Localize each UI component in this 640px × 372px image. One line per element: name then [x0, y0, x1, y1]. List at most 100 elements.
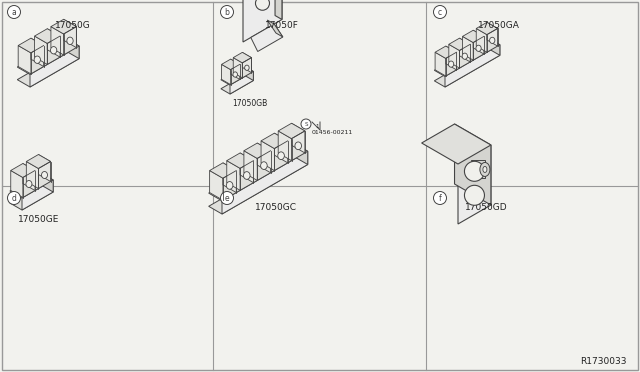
Text: 17050G: 17050G — [55, 21, 91, 30]
Ellipse shape — [233, 72, 237, 77]
Polygon shape — [221, 75, 253, 94]
Polygon shape — [233, 52, 252, 63]
Text: R1730033: R1730033 — [580, 357, 627, 366]
Polygon shape — [278, 131, 292, 161]
Polygon shape — [463, 30, 484, 42]
Ellipse shape — [465, 161, 484, 181]
Circle shape — [301, 119, 311, 129]
Ellipse shape — [26, 180, 32, 187]
Polygon shape — [278, 123, 305, 139]
Polygon shape — [257, 143, 271, 173]
Polygon shape — [268, 20, 283, 37]
Ellipse shape — [490, 37, 495, 44]
Ellipse shape — [462, 53, 467, 59]
Polygon shape — [35, 36, 47, 64]
Text: 17050F: 17050F — [265, 21, 299, 30]
Text: 17050GC: 17050GC — [255, 203, 297, 212]
Polygon shape — [230, 59, 240, 79]
Polygon shape — [261, 133, 288, 148]
Text: d: d — [12, 193, 17, 202]
Polygon shape — [23, 164, 35, 190]
Polygon shape — [275, 133, 288, 163]
Ellipse shape — [476, 45, 481, 51]
Polygon shape — [221, 59, 240, 70]
Polygon shape — [210, 170, 223, 200]
Polygon shape — [210, 163, 236, 178]
Text: 1: 1 — [315, 124, 319, 129]
Polygon shape — [463, 36, 473, 60]
Polygon shape — [22, 180, 53, 210]
Circle shape — [221, 192, 234, 205]
Polygon shape — [445, 45, 500, 87]
Polygon shape — [292, 123, 305, 153]
Ellipse shape — [465, 185, 484, 205]
Polygon shape — [51, 27, 63, 55]
Polygon shape — [243, 0, 282, 42]
Polygon shape — [17, 51, 79, 87]
Polygon shape — [30, 46, 79, 87]
Polygon shape — [244, 66, 253, 80]
Polygon shape — [26, 154, 51, 169]
Polygon shape — [240, 153, 253, 183]
Polygon shape — [460, 38, 470, 62]
Polygon shape — [221, 66, 253, 85]
Text: 17050GB: 17050GB — [232, 99, 268, 108]
Ellipse shape — [483, 166, 487, 173]
Polygon shape — [435, 52, 446, 76]
Text: 17050GA: 17050GA — [478, 21, 520, 30]
Polygon shape — [11, 164, 35, 177]
Polygon shape — [449, 44, 460, 68]
Polygon shape — [489, 39, 500, 55]
Circle shape — [433, 6, 447, 19]
Circle shape — [221, 6, 234, 19]
Ellipse shape — [295, 142, 301, 150]
Polygon shape — [233, 58, 243, 78]
Text: e: e — [225, 193, 229, 202]
Text: 01456-00211: 01456-00211 — [312, 130, 353, 135]
Polygon shape — [454, 124, 491, 205]
Polygon shape — [473, 30, 484, 54]
Polygon shape — [294, 144, 308, 164]
Polygon shape — [10, 185, 53, 210]
Polygon shape — [251, 24, 283, 51]
Ellipse shape — [243, 171, 250, 179]
Polygon shape — [422, 124, 491, 164]
Polygon shape — [209, 144, 308, 201]
Polygon shape — [11, 170, 23, 198]
Text: c: c — [438, 7, 442, 16]
Ellipse shape — [260, 162, 268, 170]
Polygon shape — [63, 19, 76, 48]
Ellipse shape — [278, 152, 284, 160]
Polygon shape — [222, 151, 308, 214]
Polygon shape — [435, 39, 500, 76]
Polygon shape — [31, 38, 44, 67]
Text: a: a — [12, 7, 17, 16]
Ellipse shape — [480, 163, 490, 176]
Polygon shape — [446, 46, 456, 70]
Polygon shape — [47, 29, 60, 57]
Polygon shape — [10, 173, 53, 198]
Ellipse shape — [227, 182, 233, 189]
Ellipse shape — [42, 171, 47, 179]
Circle shape — [433, 192, 447, 205]
Polygon shape — [38, 154, 51, 182]
Polygon shape — [435, 49, 500, 87]
Polygon shape — [435, 46, 456, 58]
Ellipse shape — [244, 65, 249, 70]
Polygon shape — [18, 45, 31, 74]
Ellipse shape — [34, 56, 40, 63]
Polygon shape — [35, 29, 60, 44]
Polygon shape — [26, 161, 38, 189]
Polygon shape — [476, 22, 497, 35]
Polygon shape — [244, 151, 257, 180]
Polygon shape — [487, 22, 497, 46]
Ellipse shape — [255, 0, 269, 10]
Polygon shape — [244, 143, 271, 158]
Polygon shape — [51, 19, 76, 34]
Polygon shape — [67, 39, 79, 59]
Polygon shape — [458, 145, 491, 224]
Text: 17050GD: 17050GD — [465, 203, 508, 212]
Circle shape — [8, 192, 20, 205]
Polygon shape — [243, 52, 252, 73]
Ellipse shape — [51, 46, 57, 54]
